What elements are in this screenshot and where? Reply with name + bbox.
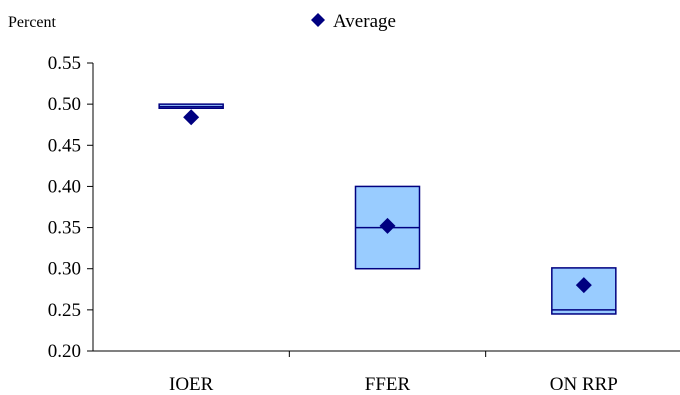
y-tick-label: 0.55 — [48, 53, 81, 74]
y-tick-label: 0.20 — [48, 341, 81, 362]
legend-diamond-marker — [311, 13, 325, 27]
y-unit-label: Percent — [8, 14, 57, 31]
y-tick-label: 0.35 — [48, 218, 81, 239]
x-tick-label: ON RRP — [550, 374, 618, 395]
average-marker — [183, 109, 200, 126]
legend: Average — [311, 11, 396, 32]
average-marker — [379, 217, 396, 234]
x-tick-label: FFER — [365, 374, 411, 395]
x-ticks: IOER FFER ON RRP — [169, 351, 618, 395]
y-ticks: 0.20 0.25 0.30 0.35 0.40 0.45 0.50 0.55 — [48, 53, 93, 362]
average-marker — [575, 277, 592, 294]
x-tick-label: IOER — [169, 374, 214, 395]
y-tick-label: 0.50 — [48, 94, 81, 115]
legend-label-average: Average — [333, 11, 396, 32]
y-tick-label: 0.40 — [48, 176, 81, 197]
y-tick-label: 0.25 — [48, 300, 81, 321]
boxes — [158, 103, 617, 315]
y-tick-label: 0.30 — [48, 259, 81, 280]
y-tick-label: 0.45 — [48, 135, 81, 156]
